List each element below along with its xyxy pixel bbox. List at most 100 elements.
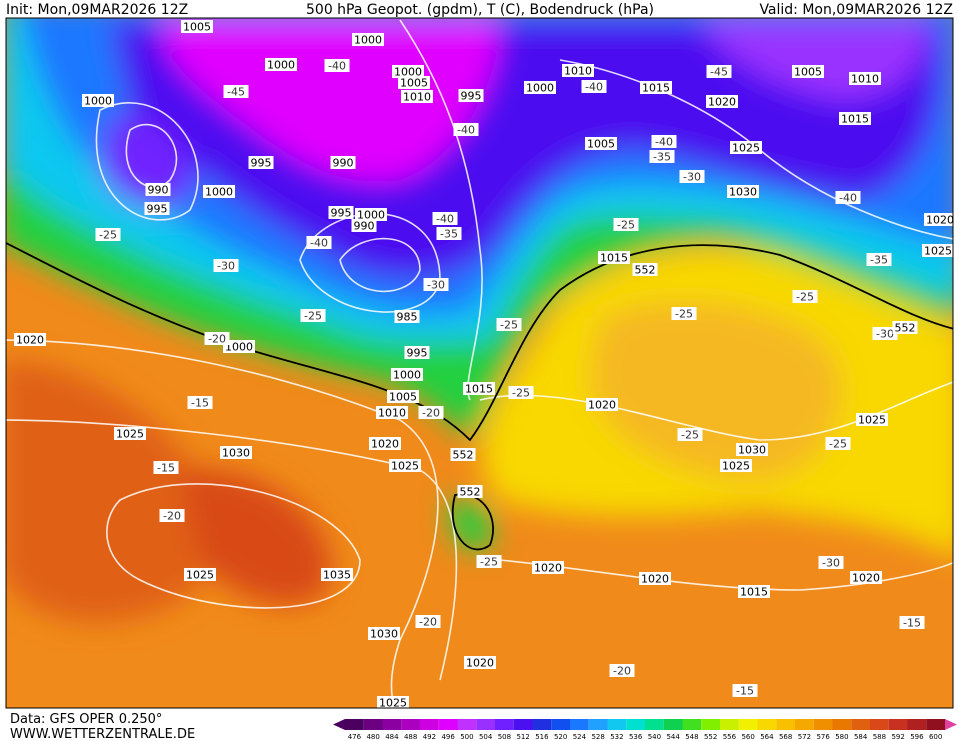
- pressure-label-box: [404, 346, 430, 359]
- temperature-label-box: [866, 253, 892, 266]
- contour-552: [6, 242, 953, 551]
- geopotential-label-box: [450, 448, 476, 461]
- pressure-label-box: [392, 65, 424, 78]
- temperature-label-box: [300, 309, 326, 322]
- pressure-label-box: [352, 33, 384, 46]
- temperature-label: -20: [163, 510, 181, 523]
- magenta-region: [160, 20, 500, 182]
- pressure-label-box: [562, 64, 594, 77]
- pressure-label-box: [387, 390, 419, 403]
- temperature-label-box: [609, 664, 635, 677]
- pressure-label-box: [321, 568, 353, 581]
- temperature-label: -30: [217, 260, 235, 273]
- pressure-label-box: [640, 81, 672, 94]
- temperature-label-box: [324, 59, 350, 72]
- pressure-label-box: [14, 333, 46, 346]
- colorbar-label: 492: [423, 733, 436, 741]
- pressure-label: 1015: [740, 586, 768, 599]
- geopotential-line: [451, 493, 494, 551]
- colorbar-label: 548: [685, 733, 698, 741]
- colorbar-swatch: [626, 719, 645, 730]
- colorbar-swatch: [532, 719, 552, 730]
- colorbar-label: 588: [873, 733, 886, 741]
- isobar: [499, 559, 953, 591]
- pressure-label: 1000: [205, 186, 233, 199]
- temperature-label: -40: [328, 60, 346, 73]
- colorbar-label: 564: [760, 733, 774, 741]
- temperature-label-box: [508, 386, 534, 399]
- pressure-label-box: [706, 95, 738, 108]
- init-time: Init: Mon,09MAR2026 12Z: [6, 2, 188, 18]
- pressure-label-box: [82, 94, 114, 107]
- pressure-label-box: [328, 206, 354, 219]
- pressure-label: 1030: [222, 447, 250, 460]
- temperature-label: -25: [796, 291, 814, 304]
- temperature-label-box: [872, 327, 898, 340]
- colorbar-label: 488: [404, 733, 417, 741]
- geopotential-label: 552: [635, 264, 656, 277]
- pressure-label-box: [265, 58, 297, 71]
- pressure-label-box: [720, 459, 752, 472]
- pressure-label: 995: [407, 347, 428, 360]
- pressure-label-box: [922, 244, 953, 257]
- temperature-label-box: [671, 307, 697, 320]
- colorbar-max-arrow: [945, 719, 957, 730]
- pressure-label-box: [464, 656, 496, 669]
- temperature-label-box: [677, 428, 703, 441]
- colorbar-swatch: [795, 719, 814, 730]
- pressure-label: 1000: [526, 82, 554, 95]
- colorbar-swatch: [401, 719, 420, 730]
- pressure-label-box: [458, 89, 484, 102]
- pressure-label-box: [184, 568, 216, 581]
- temperature-label-box: [436, 227, 462, 240]
- colorbar-swatch: [476, 719, 495, 730]
- pressure-label-box: [394, 310, 420, 323]
- colorbar-swatch: [588, 719, 608, 730]
- pressure-label: 1020: [534, 562, 562, 575]
- colorbar-label: 528: [591, 733, 604, 741]
- colorbar-swatch: [907, 719, 927, 730]
- isobar: [339, 237, 421, 293]
- colorbar-swatch: [495, 719, 514, 730]
- temperature-label: -25: [304, 310, 322, 323]
- colorbar-label: 576: [816, 733, 830, 741]
- temperature-label-box: [453, 123, 479, 136]
- temperature-label: -15: [191, 397, 209, 410]
- colorbar-swatch: [682, 719, 702, 730]
- temperature-label: -30: [427, 279, 445, 292]
- pressure-label-box: [736, 443, 768, 456]
- pressure-label-box: [181, 20, 213, 33]
- pressure-label: 1025: [186, 569, 214, 582]
- pressure-label: 1020: [641, 573, 669, 586]
- pressure-label-box: [203, 185, 235, 198]
- pressure-label: 1030: [370, 628, 398, 641]
- colorbar-swatch: [738, 719, 758, 730]
- pressure-label-box: [586, 398, 618, 411]
- colorbar-swatch: [551, 719, 570, 730]
- colorbar-swatch: [832, 719, 852, 730]
- pressure-label-box: [398, 76, 430, 89]
- temperature-label-box: [187, 396, 213, 409]
- site-url: WWW.WETTERZENTRALE.DE: [10, 727, 195, 741]
- colorbar-label: 480: [366, 733, 379, 741]
- temperature-label: -40: [655, 136, 673, 149]
- colorbar-label: 508: [498, 733, 511, 741]
- temperature-label: -45: [227, 86, 245, 99]
- pressure-label-box: [369, 437, 401, 450]
- temperature-label-box: [818, 556, 844, 569]
- pressure-label-box: [330, 156, 356, 169]
- temperature-label: -20: [613, 665, 631, 678]
- colorbar: 476 480 484 488 492 496 500 504 508 512 516 520 524 5…: [345, 719, 945, 741]
- pressure-label-box: [727, 185, 759, 198]
- orange-core: [590, 302, 840, 480]
- colorbar-label: 560: [741, 733, 754, 741]
- pressure-label-box: [524, 81, 556, 94]
- pressure-label-box: [145, 183, 171, 196]
- pressure-label-box: [220, 446, 252, 459]
- pressure-label: 1015: [600, 252, 628, 265]
- pressure-label: 1005: [389, 391, 417, 404]
- temperature-label: -25: [480, 556, 498, 569]
- colorbar-swatch: [645, 719, 664, 730]
- isobar: [399, 19, 483, 401]
- pressure-label-box: [391, 368, 423, 381]
